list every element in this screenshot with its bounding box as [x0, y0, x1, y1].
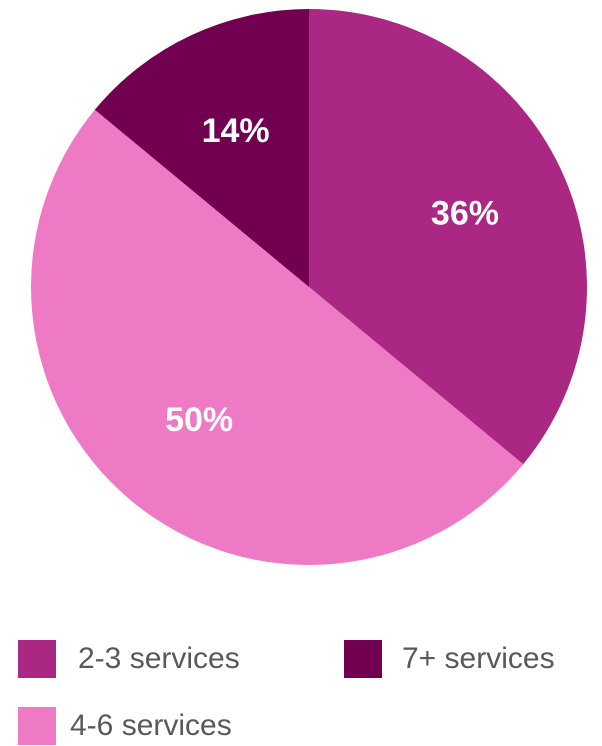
data-label-7-plus-services: 14%	[202, 112, 270, 150]
pie-slice-7-plus-services	[94, 9, 309, 287]
data-label-4-6-services: 50%	[165, 401, 233, 439]
pie-slice-4-6-services	[31, 109, 524, 565]
legend-label-4-6-services: 4-6 services	[70, 709, 232, 742]
legend-item-7-plus-services: 7+ services	[344, 639, 555, 679]
legend-label-2-3-services: 2-3 services	[78, 642, 240, 675]
pie-slice-2-3-services	[309, 9, 588, 465]
legend-item-2-3-services: 2-3 services	[18, 639, 240, 679]
legend-swatch-7-plus-services	[344, 640, 382, 678]
data-label-2-3-services: 36%	[431, 195, 499, 233]
legend-item-4-6-services: 4-6 services	[18, 706, 232, 746]
legend-swatch-4-6-services	[18, 707, 56, 745]
pie-chart: 36% 50% 14%	[31, 9, 588, 565]
legend-swatch-2-3-services	[18, 640, 56, 678]
legend-label-7-plus-services: 7+ services	[402, 642, 555, 675]
